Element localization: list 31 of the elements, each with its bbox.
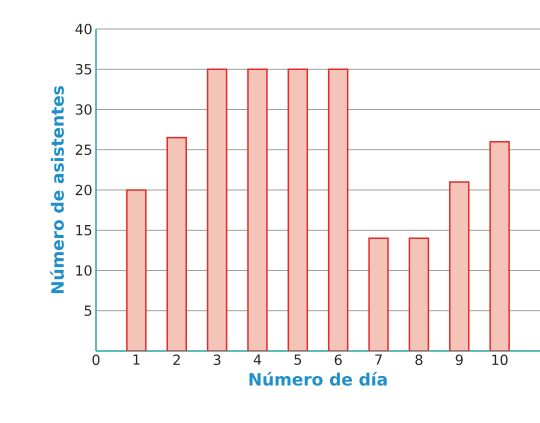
x-tick-label: 10 [492, 354, 508, 366]
bar [449, 181, 470, 351]
x-axis-title: Número de día [250, 372, 387, 386]
x-tick-label: 3 [214, 354, 220, 366]
x-tick-label: 2 [173, 354, 180, 365]
y-tick-label: 30 [76, 104, 92, 115]
x-tick-label: 7 [375, 354, 382, 365]
y-tick-label: 40 [75, 24, 92, 34]
bar [166, 136, 187, 351]
x-tick-label: 6 [334, 354, 342, 366]
y-tick-label: 25 [76, 144, 92, 156]
bar [206, 68, 228, 351]
y-tick-label: 10 [76, 265, 92, 276]
bar [247, 68, 268, 351]
bar [489, 140, 510, 351]
x-tick-label: 4 [254, 354, 262, 365]
y-tick-label: 35 [76, 64, 92, 75]
bar [328, 68, 348, 351]
bar [408, 238, 430, 351]
bar [368, 238, 389, 351]
x-tick-label: 9 [456, 354, 463, 366]
y-tick-label: 5 [84, 306, 92, 316]
bar [288, 68, 308, 351]
y-axis-title: Número de asistentes [50, 86, 64, 294]
y-tick-label: 15 [76, 225, 92, 236]
x-tick-label: 8 [415, 354, 422, 366]
x-tick-label: 0 [92, 354, 100, 366]
x-tick-label: 1 [133, 354, 140, 365]
x-tick-label: 5 [294, 354, 302, 365]
bar [126, 189, 147, 351]
y-tick-label: 20 [76, 184, 92, 196]
